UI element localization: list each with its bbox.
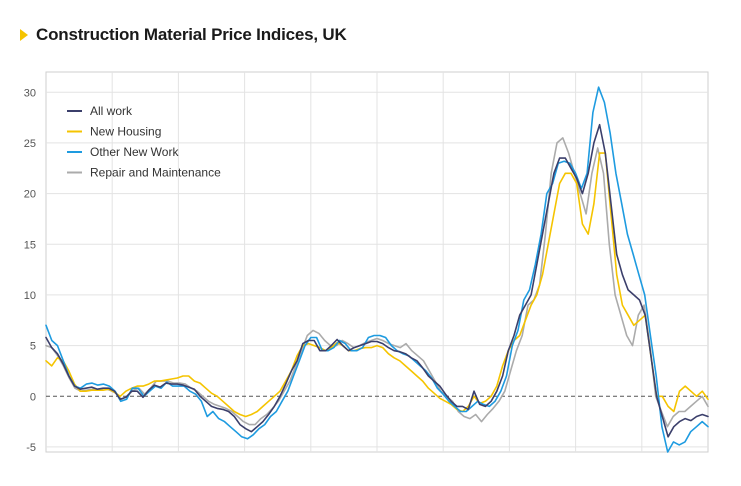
y-tick-label: 5 bbox=[30, 341, 36, 353]
y-tick-label: 25 bbox=[24, 138, 36, 150]
chart-title: Construction Material Price Indices, UK bbox=[36, 25, 347, 44]
chart-title-wrap: Construction Material Price Indices, UK bbox=[20, 24, 347, 46]
y-tick-label: 0 bbox=[30, 391, 36, 403]
legend-label: New Housing bbox=[90, 125, 161, 139]
y-tick-label: 15 bbox=[24, 239, 36, 251]
legend-label: Other New Work bbox=[90, 145, 179, 159]
legend-label: Repair and Maintenance bbox=[90, 166, 221, 180]
series-line-all-work bbox=[45, 123, 709, 438]
y-tick-label: -5 bbox=[26, 442, 36, 454]
title-marker-icon bbox=[20, 29, 28, 41]
y-tick-label: 30 bbox=[24, 87, 36, 99]
legend-label: All work bbox=[90, 104, 133, 118]
series-line-new-housing bbox=[45, 152, 709, 418]
y-tick-label: 20 bbox=[24, 189, 36, 201]
y-tick-label: 10 bbox=[24, 290, 36, 302]
